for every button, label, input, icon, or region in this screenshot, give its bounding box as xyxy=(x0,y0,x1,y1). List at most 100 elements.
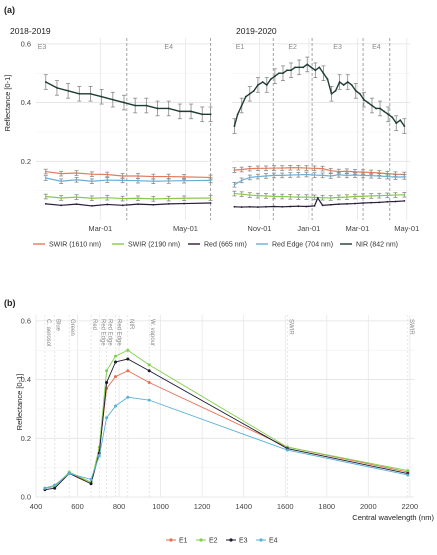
data-point xyxy=(265,195,267,197)
data-point xyxy=(60,204,63,207)
data-point xyxy=(152,180,155,183)
series-line xyxy=(234,167,405,176)
legend-label: E2 xyxy=(209,538,218,545)
data-point xyxy=(329,203,332,206)
data-point xyxy=(394,200,397,203)
data-point xyxy=(281,174,284,177)
data-point xyxy=(345,202,348,205)
spectral-plot: 400 600 800 1000 1200 1400 1600 1800 2000 2200 0.0… xyxy=(21,315,419,511)
data-point xyxy=(89,477,93,481)
y-tick-label: 0.6 xyxy=(21,316,31,325)
data-point xyxy=(105,381,109,385)
data-point xyxy=(273,167,275,169)
data-point xyxy=(321,167,324,170)
data-point xyxy=(358,92,361,95)
data-point xyxy=(121,179,124,182)
data-point xyxy=(167,175,170,178)
panel-b-legend: E1 E2 E3 E4 xyxy=(166,538,278,545)
data-point xyxy=(345,196,348,199)
series-line xyxy=(45,81,211,116)
data-point xyxy=(256,194,259,197)
data-point xyxy=(342,84,345,86)
data-point xyxy=(387,113,390,116)
data-point xyxy=(114,360,118,364)
data-point xyxy=(273,75,276,78)
x-tick-label: 2200 xyxy=(402,502,419,511)
data-point xyxy=(147,369,151,373)
data-point xyxy=(282,72,284,75)
data-point xyxy=(167,197,170,200)
y-tick-label: 0.2 xyxy=(21,434,31,443)
data-point xyxy=(297,196,300,199)
data-point xyxy=(265,84,268,86)
data-point xyxy=(233,192,236,195)
x-tick-label: Nov-01 xyxy=(247,224,271,233)
data-point xyxy=(297,166,300,169)
data-point xyxy=(90,205,93,207)
data-point xyxy=(60,197,63,199)
x-tick-label: 800 xyxy=(113,502,126,511)
data-point xyxy=(371,104,373,107)
legend-label: Red (665 nm) xyxy=(204,242,247,249)
data-point xyxy=(313,174,316,176)
data-point xyxy=(60,180,63,183)
epoch-label: E4 xyxy=(164,44,173,51)
data-point xyxy=(354,174,356,176)
data-point xyxy=(244,95,247,98)
data-point xyxy=(233,125,236,127)
data-point xyxy=(75,178,78,181)
data-point xyxy=(285,448,289,452)
band-label: Green xyxy=(69,319,75,336)
data-point xyxy=(321,196,324,199)
data-point xyxy=(386,200,389,203)
data-point xyxy=(265,205,267,208)
data-point xyxy=(305,196,308,199)
data-point xyxy=(121,197,124,200)
legend-label: SWIR (1610 nm) xyxy=(49,242,101,249)
data-point xyxy=(314,69,317,72)
data-point xyxy=(370,174,373,177)
data-point xyxy=(53,483,57,487)
x-tick-label: 2000 xyxy=(360,502,377,511)
epoch-label: E2 xyxy=(288,44,297,51)
data-point xyxy=(316,197,319,199)
data-point xyxy=(60,172,63,175)
data-point xyxy=(289,195,292,198)
data-point xyxy=(256,206,259,208)
x-tick-label: 1800 xyxy=(318,502,335,511)
data-point xyxy=(147,363,151,367)
data-point xyxy=(106,203,109,206)
data-point xyxy=(209,197,212,199)
data-point xyxy=(378,194,381,197)
facet2-title: 2019-2020 xyxy=(236,26,277,36)
data-point xyxy=(44,177,47,179)
data-point xyxy=(362,98,365,101)
data-point xyxy=(337,170,340,173)
data-point xyxy=(403,175,406,178)
epoch-label: E3 xyxy=(38,44,47,51)
data-point xyxy=(167,180,170,182)
panel-a-yticks: 0.2 0.4 0.6 xyxy=(21,39,31,165)
data-point xyxy=(318,66,321,69)
data-point xyxy=(394,194,397,196)
data-point xyxy=(145,104,148,107)
data-point xyxy=(281,205,284,208)
x-tick-label: Mar-01 xyxy=(88,224,112,233)
data-point xyxy=(123,101,125,104)
legend-marker xyxy=(169,538,173,542)
data-point xyxy=(403,125,406,127)
data-point xyxy=(273,195,275,198)
data-point xyxy=(289,205,292,208)
data-point xyxy=(334,89,337,92)
data-point xyxy=(126,369,130,373)
data-point xyxy=(289,166,292,169)
data-point xyxy=(89,92,92,95)
data-point xyxy=(273,174,275,177)
data-point xyxy=(75,196,78,199)
data-point xyxy=(152,175,155,178)
data-point xyxy=(147,381,151,385)
data-point xyxy=(90,173,93,176)
series-line xyxy=(233,63,405,127)
data-point xyxy=(44,170,47,173)
data-point xyxy=(269,78,272,80)
